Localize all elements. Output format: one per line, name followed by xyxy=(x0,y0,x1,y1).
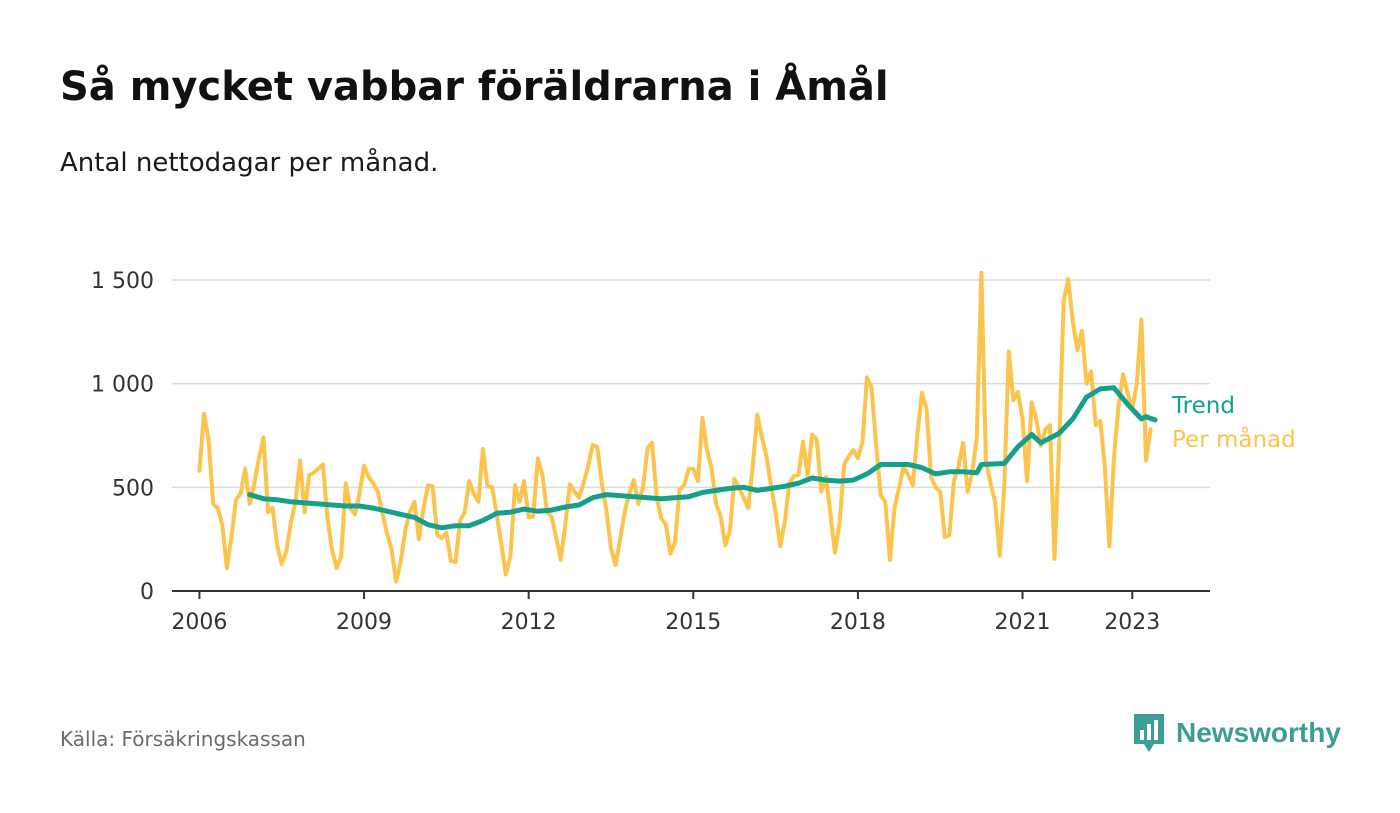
brand-name: Newsworthy xyxy=(1176,717,1341,748)
series-lines xyxy=(197,270,1158,584)
chart-subtitle: Antal nettodagar per månad. xyxy=(60,148,439,178)
x-tick-label: 2012 xyxy=(501,610,557,635)
x-tick-label: 2018 xyxy=(830,610,886,635)
y-tick-label: 0 xyxy=(140,580,154,605)
chart-title: Så mycket vabbar föräldrarna i Åmål xyxy=(60,64,889,110)
x-tick-label: 2023 xyxy=(1104,610,1160,635)
gridlines xyxy=(172,279,1210,489)
legend-label-trend: Trend xyxy=(1171,393,1235,419)
inline-legend: Trend Per månad xyxy=(1171,393,1296,453)
y-tick-label: 500 xyxy=(112,476,154,501)
axes: 0 500 1 000 1 500 2006 2009 2012 2015 2018 2021 20… xyxy=(91,269,1210,635)
y-tick-label: 1 500 xyxy=(91,269,154,294)
y-tick-label: 1 000 xyxy=(91,373,154,398)
legend-label-per-manad: Per månad xyxy=(1172,425,1296,453)
x-tick-label: 2009 xyxy=(336,610,392,635)
x-tick-label: 2015 xyxy=(665,610,721,635)
x-tick-label: 2021 xyxy=(995,610,1051,635)
source-note: Källa: Försäkringskassan xyxy=(60,727,306,751)
newsworthy-logo: Newsworthy xyxy=(1132,710,1341,756)
newsworthy-bar-chart-icon xyxy=(1134,714,1164,752)
series-line-trend xyxy=(247,385,1158,531)
x-tick-label: 2006 xyxy=(171,610,227,635)
series-line-per-manad xyxy=(197,270,1153,584)
